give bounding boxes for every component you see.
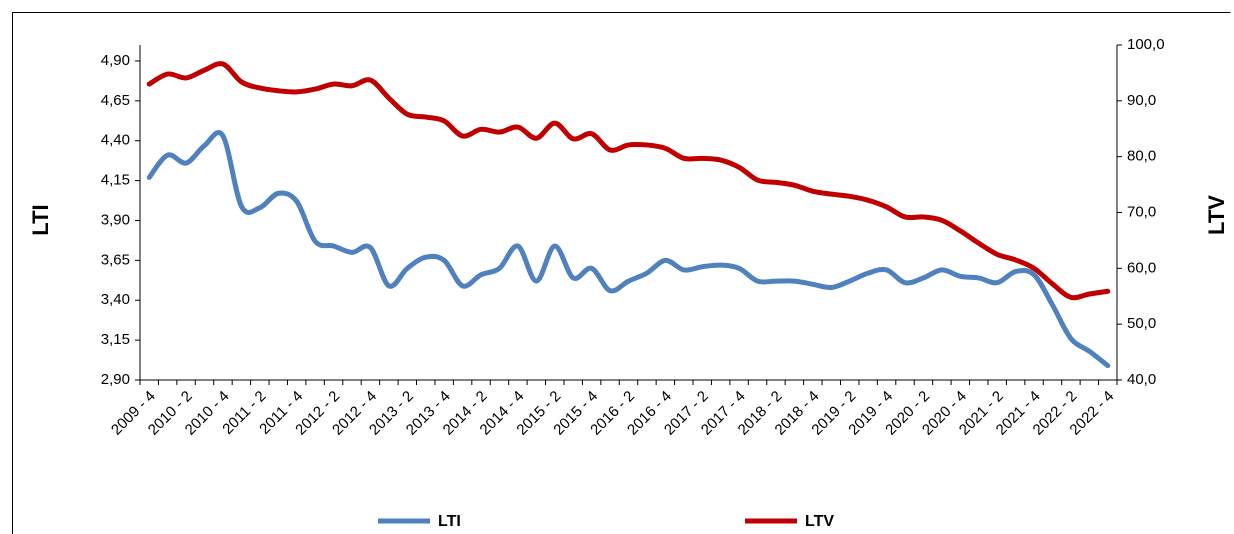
y-tick-label: 4,15 xyxy=(101,172,130,189)
y-tick-label: 4,40 xyxy=(101,132,130,149)
y-tick-label: 2,90 xyxy=(101,371,130,388)
y2-axis-title: LTV xyxy=(1204,195,1229,235)
line-series xyxy=(146,61,1111,301)
y2-tick-label: 80,0 xyxy=(1127,148,1156,165)
y2-tick-label: 40,0 xyxy=(1127,371,1156,388)
legend-label: LTV xyxy=(805,513,834,530)
y2-tick-label: 70,0 xyxy=(1127,203,1156,220)
y2-tick-label: 100,0 xyxy=(1127,36,1165,53)
legend-label: LTI xyxy=(438,513,461,530)
y2-tick-label: 50,0 xyxy=(1127,315,1156,332)
y-tick-label: 4,90 xyxy=(101,52,130,69)
line-series xyxy=(146,130,1111,369)
chart-border xyxy=(12,12,1231,534)
y2-tick-label: 60,0 xyxy=(1127,259,1156,276)
y-tick-label: 3,15 xyxy=(101,331,130,348)
y-tick-label: 3,90 xyxy=(101,211,130,228)
y-tick-label: 3,65 xyxy=(101,251,130,268)
y-tick-label: 3,40 xyxy=(101,291,130,308)
y2-tick-label: 90,0 xyxy=(1127,92,1156,109)
y-axis-title: LTI xyxy=(28,204,53,235)
y-tick-label: 4,65 xyxy=(101,92,130,109)
